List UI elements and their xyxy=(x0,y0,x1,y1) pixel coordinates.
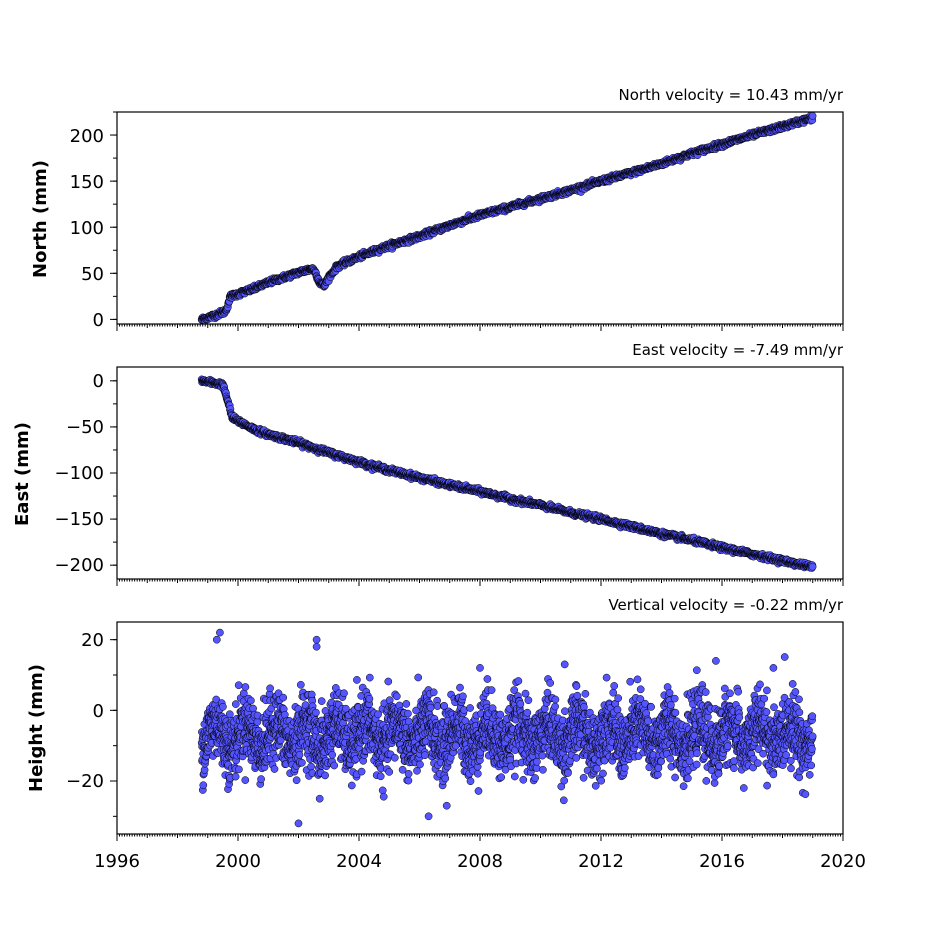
height-data-point xyxy=(295,751,304,759)
height-data-point xyxy=(312,708,320,717)
height-xtick-label: 2008 xyxy=(457,851,503,872)
height-data-point xyxy=(199,781,208,790)
north-ytick-label: 100 xyxy=(70,218,104,239)
height-data-point xyxy=(231,700,240,708)
east-data-point xyxy=(808,562,817,571)
height-title: Vertical velocity = -0.22 mm/yr xyxy=(608,596,843,614)
height-data-point xyxy=(307,762,315,771)
height-data-point xyxy=(266,684,274,693)
height-data-point xyxy=(257,775,265,783)
east-ytick-label: −100 xyxy=(55,463,104,484)
height-xtick-label: 2016 xyxy=(699,851,745,872)
height-data-point xyxy=(235,765,243,774)
height-ylabel: Height (mm) xyxy=(26,664,47,792)
height-xtick-label: 2020 xyxy=(820,851,866,872)
north-ytick-label: 50 xyxy=(81,264,104,285)
east-ylabel: East (mm) xyxy=(12,422,33,526)
east-ytick-label: −150 xyxy=(55,509,104,530)
north-ytick-label: 200 xyxy=(70,126,104,147)
east-ytick-label: −50 xyxy=(66,417,104,438)
north-ylabel: North (mm) xyxy=(30,160,51,278)
height-data-point xyxy=(241,776,250,784)
east-ytick-label: −200 xyxy=(55,555,104,576)
height-xtick-label: 2012 xyxy=(578,851,624,872)
height-ytick-label: 0 xyxy=(93,701,104,722)
north-ytick-label: 0 xyxy=(93,310,104,331)
height-data-point xyxy=(231,772,240,781)
height-data-point xyxy=(219,702,227,711)
north-ytick-label: 150 xyxy=(70,172,104,193)
height-data-point xyxy=(296,680,305,689)
height-data-point xyxy=(225,710,234,719)
height-data-point xyxy=(247,696,255,705)
height-data-point xyxy=(321,771,329,780)
height-xtick-label: 2000 xyxy=(215,851,261,872)
height-data-point xyxy=(253,718,262,726)
north-y-tick-labels: 0 50 100 150 200 xyxy=(70,126,104,331)
height-ytick-label: −20 xyxy=(66,771,104,792)
east-title: East velocity = -7.49 mm/yr xyxy=(632,341,844,359)
height-data-point xyxy=(317,697,326,705)
height-data-point xyxy=(234,681,243,690)
north-data-point xyxy=(808,112,817,120)
height-data-point xyxy=(292,776,301,785)
east-ytick-label: 0 xyxy=(93,371,104,392)
north-data-points xyxy=(197,111,817,325)
north-title: North velocity = 10.43 mm/yr xyxy=(619,86,844,104)
height-xtick-label: 2004 xyxy=(336,851,382,872)
height-xtick-label: 1996 xyxy=(94,851,140,872)
height-data-point xyxy=(298,758,306,767)
height-data-point xyxy=(270,765,279,773)
height-ytick-label: 20 xyxy=(81,630,104,651)
height-data-point xyxy=(279,693,288,702)
height-data-point xyxy=(241,683,250,691)
north-panel: North velocity = 10.43 mm/yr North (mm) … xyxy=(30,86,844,331)
